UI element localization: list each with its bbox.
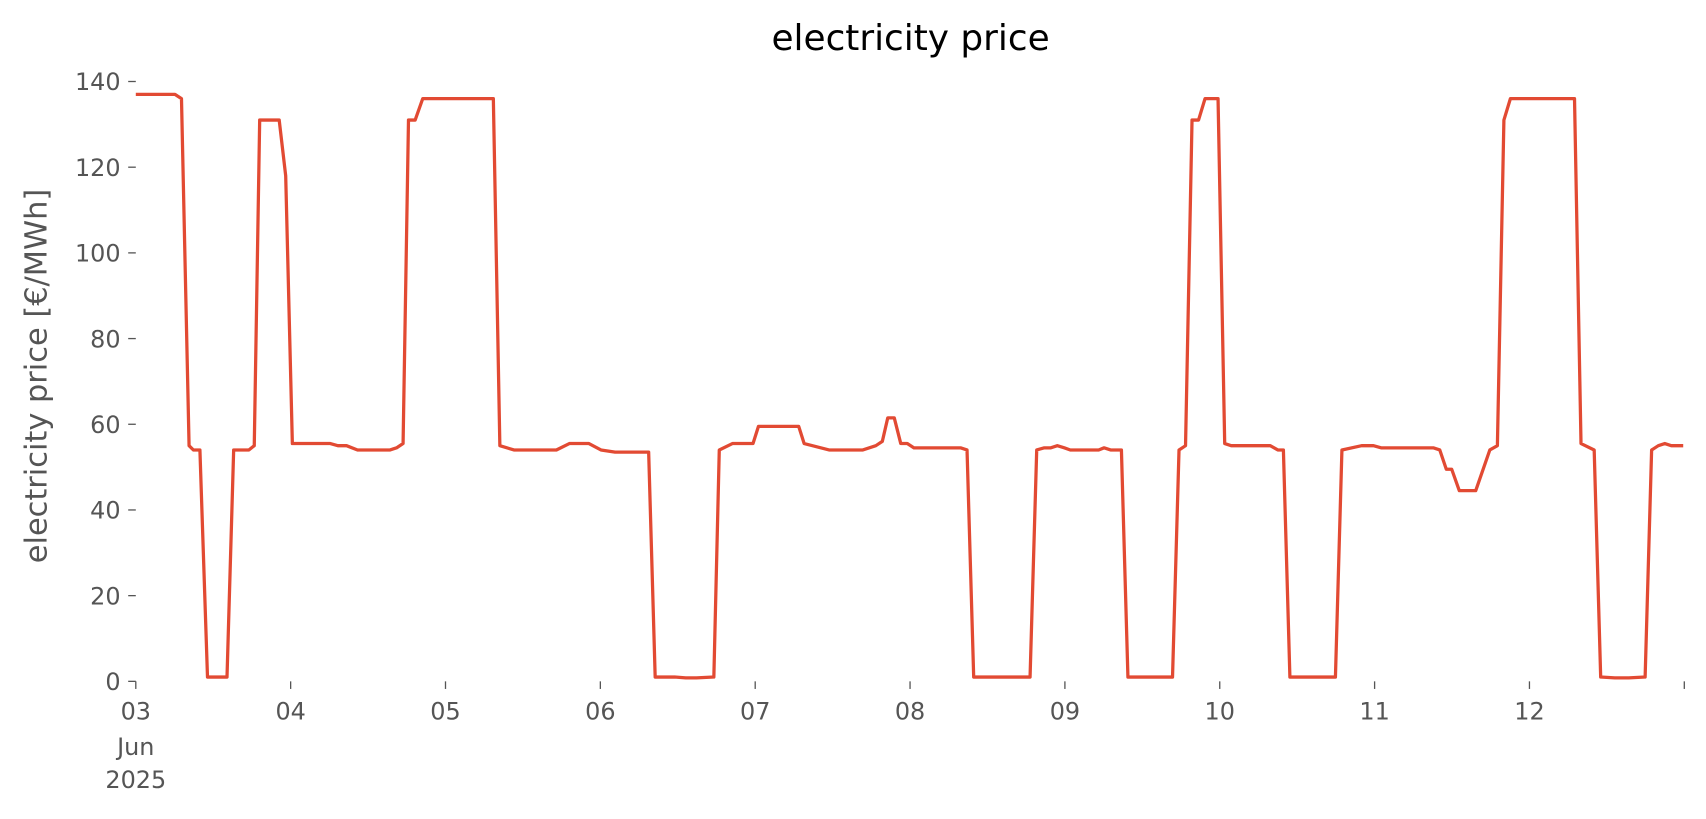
x-tick-label: 03 (121, 697, 151, 725)
y-tick-label: 80 (90, 325, 120, 353)
x-tick-label: 10 (1205, 697, 1235, 725)
x-tick-label: 08 (895, 697, 925, 725)
price-line (135, 92, 1684, 680)
x-tick-label: 05 (430, 697, 460, 725)
x-month-label: Jun (115, 733, 154, 761)
chart-title: electricity price (771, 18, 1049, 59)
y-tick-label: 0 (105, 668, 120, 696)
x-tick-label: 09 (1050, 697, 1080, 725)
x-tick-label: 12 (1514, 697, 1544, 725)
y-tick-label: 40 (90, 497, 120, 525)
y-tick-label: 120 (75, 154, 121, 182)
x-tick-label: 11 (1359, 697, 1389, 725)
x-year-label: 2025 (105, 766, 166, 794)
y-tick-label: 100 (75, 240, 121, 268)
y-tick-label: 20 (90, 582, 120, 610)
y-tick-label: 60 (90, 411, 120, 439)
y-tick-label: 140 (75, 68, 121, 96)
y-axis-label: electricity price [€/MWh] (20, 189, 55, 563)
x-tick-label: 04 (275, 697, 305, 725)
x-tick-label: 07 (740, 697, 770, 725)
x-tick-label: 06 (585, 697, 615, 725)
